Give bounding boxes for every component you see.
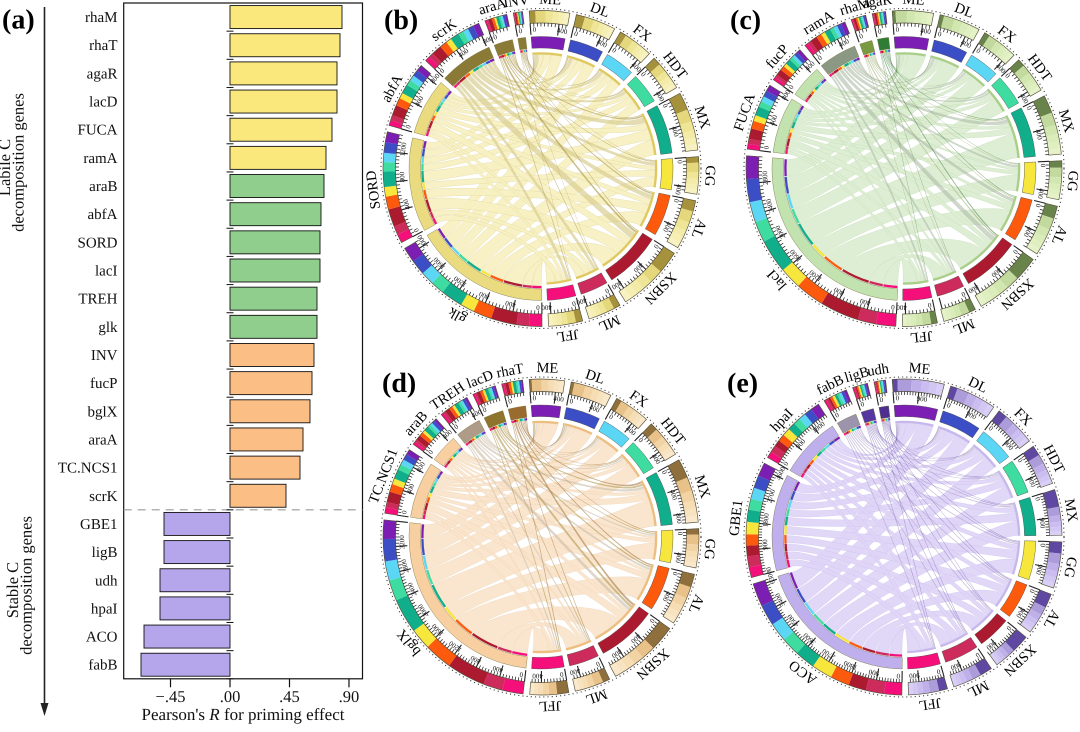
svg-text:lacD: lacD [89, 95, 117, 111]
svg-text:800: 800 [398, 171, 407, 182]
svg-text:JFL: JFL [538, 697, 561, 714]
svg-text:INV: INV [91, 348, 118, 364]
svg-text:Pearson's R for priming effect: Pearson's R for priming effect [142, 705, 345, 724]
svg-text:rhaM: rhaM [85, 10, 118, 26]
svg-text:(a): (a) [2, 5, 35, 36]
svg-text:900: 900 [761, 539, 770, 550]
svg-text:400: 400 [674, 552, 684, 564]
svg-text:900: 900 [916, 395, 928, 404]
svg-text:ME: ME [902, 0, 925, 9]
svg-text:GG: GG [701, 165, 718, 187]
svg-text:ligB: ligB [92, 545, 118, 561]
svg-text:araB: araB [89, 179, 117, 195]
svg-text:abfA: abfA [88, 207, 118, 223]
svg-text:SORD: SORD [77, 235, 117, 251]
svg-text:(c): (c) [730, 5, 761, 36]
svg-text:hpaI: hpaI [91, 601, 118, 617]
svg-text:udh: udh [866, 361, 891, 380]
svg-text:.45: .45 [279, 687, 300, 706]
svg-text:rhaT: rhaT [89, 38, 117, 54]
svg-text:.90: .90 [339, 687, 360, 706]
svg-text:(d): (d) [382, 368, 416, 399]
svg-text:400: 400 [553, 395, 565, 404]
svg-text:900: 900 [1038, 517, 1047, 529]
svg-text:TC.NCS1: TC.NCS1 [58, 461, 118, 477]
svg-text:900: 900 [908, 671, 920, 680]
svg-text:800: 800 [674, 513, 683, 525]
svg-text:ME: ME [908, 360, 931, 378]
svg-text:scrK: scrK [89, 489, 117, 505]
svg-text:ramA: ramA [83, 151, 117, 167]
svg-text:bglX: bglX [88, 404, 118, 420]
svg-text:GG: GG [1063, 170, 1080, 193]
svg-text:GG: GG [700, 538, 718, 561]
svg-text:lacI: lacI [95, 264, 117, 280]
svg-text:JFL: JFL [917, 694, 942, 713]
svg-text:.00: .00 [220, 687, 241, 706]
svg-text:agaR: agaR [87, 66, 118, 82]
svg-text:3200: 3200 [398, 535, 407, 550]
svg-text:udh: udh [95, 573, 118, 589]
svg-text:2800: 2800 [761, 170, 770, 185]
svg-text:−.45: −.45 [156, 687, 186, 706]
svg-text:FUCA: FUCA [77, 123, 117, 139]
svg-text:TREH: TREH [78, 292, 117, 308]
svg-text:ME: ME [539, 0, 562, 9]
svg-text:decomposition genes: decomposition genes [9, 93, 28, 232]
svg-text:araA: araA [88, 432, 117, 448]
svg-text:(e): (e) [727, 368, 758, 399]
svg-text:glk: glk [98, 320, 118, 336]
svg-text:fucP: fucP [90, 376, 118, 392]
svg-text:GBE1: GBE1 [80, 517, 118, 533]
svg-text:fabB: fabB [88, 658, 117, 674]
svg-text:(b): (b) [384, 5, 418, 36]
svg-text:decomposition genes: decomposition genes [17, 516, 36, 655]
svg-text:400: 400 [532, 672, 543, 680]
svg-text:ACO: ACO [86, 630, 118, 646]
svg-text:JFL: JFL [909, 327, 933, 345]
svg-text:ME: ME [536, 360, 558, 377]
